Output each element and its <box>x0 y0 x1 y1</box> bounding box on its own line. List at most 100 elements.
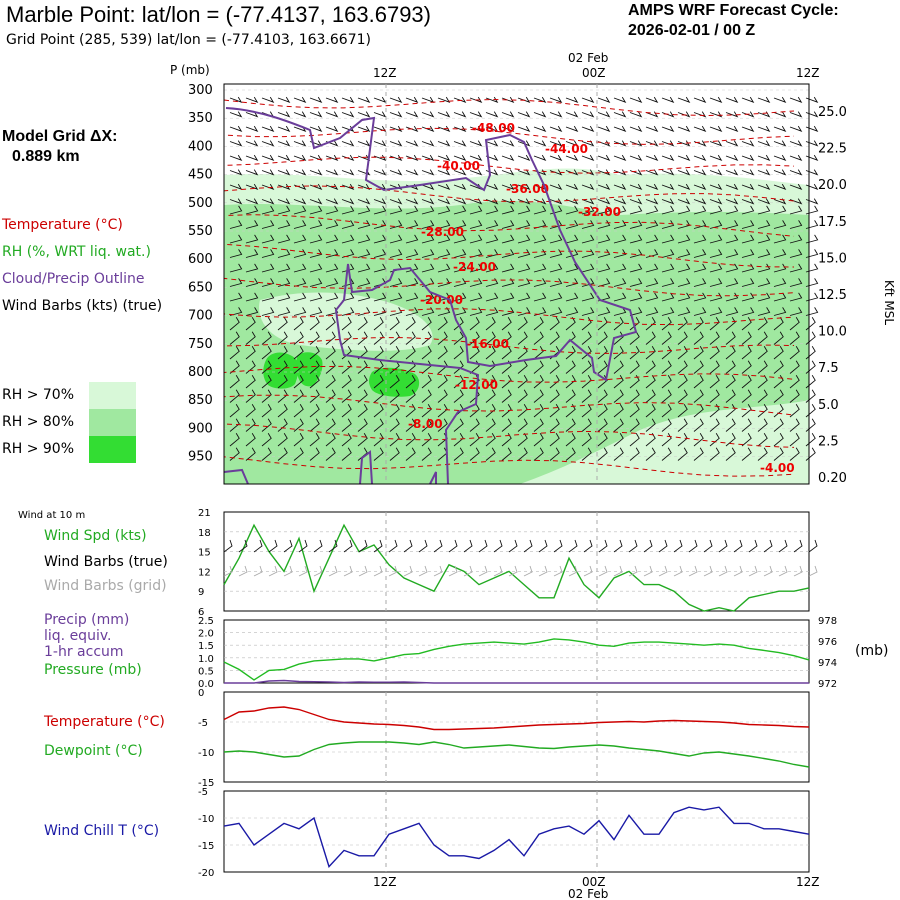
sfc-wind-barb-grid <box>298 565 308 577</box>
panel-frame <box>223 691 810 783</box>
wind-barb <box>325 404 336 418</box>
wind-barb <box>741 317 752 331</box>
legend-wind-chill: Wind Chill T (°C) <box>44 823 160 839</box>
wind-barb <box>709 278 723 287</box>
wind-barb <box>389 346 400 360</box>
wind-barb <box>469 140 483 147</box>
wind-barb <box>261 307 275 316</box>
wind-barb <box>709 198 723 205</box>
sfc-wind-barb-grid <box>448 565 458 577</box>
wind-barb <box>581 169 595 176</box>
wind-barb <box>565 96 579 103</box>
wind-barb <box>565 360 576 374</box>
wind-barb <box>789 154 803 161</box>
wind-barb <box>757 234 771 244</box>
wind-barb <box>357 360 368 374</box>
wind-barb <box>757 418 768 432</box>
wind-barb <box>437 263 451 273</box>
wind-barb <box>773 433 784 447</box>
wind-barb <box>501 292 515 302</box>
wind-barb <box>437 249 451 258</box>
wind-barb <box>613 418 624 432</box>
wind-barb <box>565 389 576 403</box>
wind-barb <box>805 125 819 132</box>
wind-barb <box>677 292 691 302</box>
wind-barb <box>341 198 355 205</box>
wind-barb <box>597 154 611 161</box>
wind-barb <box>805 198 819 205</box>
wind-barb <box>325 331 336 345</box>
sfc-wind-barb-grid <box>613 565 623 577</box>
wind-barb <box>661 169 675 176</box>
wind-barb <box>229 154 243 161</box>
wind-barb <box>421 234 435 244</box>
wind-barb <box>661 125 675 132</box>
wind-barb <box>789 234 803 244</box>
wind-barb <box>245 220 259 229</box>
wind-barb <box>773 404 784 418</box>
wind-barb <box>549 183 563 190</box>
wind-barb <box>613 183 627 190</box>
wind-barb <box>325 249 339 258</box>
wind-barb <box>501 404 512 418</box>
wind-barb <box>693 307 707 316</box>
wind-barb <box>389 140 403 147</box>
wind-barb <box>485 154 499 161</box>
wind-barb <box>581 154 595 161</box>
wind-barb <box>597 331 608 345</box>
wind-barb <box>261 220 275 229</box>
wind-barb <box>453 346 464 360</box>
wind-barb <box>293 404 304 418</box>
wind-barb <box>613 249 627 258</box>
wind-barb <box>565 418 576 432</box>
sfc-wind-barb-grid <box>658 565 668 577</box>
panel-ytick: -20 <box>198 868 214 879</box>
wind-barb <box>277 375 288 389</box>
wind-barb <box>597 375 608 389</box>
wind-barb <box>245 307 259 316</box>
wind-barb <box>709 154 723 161</box>
wind-barb <box>453 418 464 432</box>
wind-barb <box>645 234 659 244</box>
wind-barb <box>597 263 611 273</box>
wind-barb <box>325 317 336 331</box>
wind-barb <box>725 234 739 244</box>
pressure-tick: 900 <box>188 421 213 436</box>
wind10m-title: Wind at 10 m <box>18 510 86 521</box>
wind-barb <box>581 346 592 360</box>
wind-barb <box>245 433 256 447</box>
wind-barb <box>437 375 448 389</box>
wind-barb <box>757 292 771 302</box>
wind-barb <box>405 389 416 403</box>
sfc-wind-barb-grid <box>238 565 248 577</box>
bottom-tick-12z-b: 12Z <box>796 875 820 889</box>
wind-barb <box>565 125 579 132</box>
wind-barb <box>597 169 611 176</box>
panel-ytick: 18 <box>198 528 211 539</box>
wind-barb <box>613 292 627 302</box>
wind-barb <box>485 418 496 432</box>
swatch-rh90 <box>89 436 136 463</box>
wind-barb <box>709 418 720 432</box>
wind-barb <box>565 183 579 190</box>
wind-barb <box>501 389 512 403</box>
wind-barb <box>389 169 403 176</box>
wind-barb <box>309 198 323 205</box>
wind-barb <box>245 96 259 103</box>
wind-barb <box>613 263 627 273</box>
wind-barb <box>549 111 563 118</box>
wind-barb <box>645 389 656 403</box>
wind-barb <box>613 375 624 389</box>
wind-barb <box>597 96 611 103</box>
wind-barb <box>677 96 691 103</box>
wind-barb <box>501 249 515 258</box>
wind-barb <box>741 234 755 244</box>
wind-barb <box>549 375 560 389</box>
wind-barb <box>613 96 627 103</box>
wind-barb <box>533 317 544 331</box>
panel-ytick: -10 <box>198 748 214 759</box>
sfc-wind-barb-grid <box>538 565 548 577</box>
wind-barb <box>597 307 611 316</box>
wind-barb <box>453 205 467 215</box>
wind-barb <box>325 418 336 432</box>
